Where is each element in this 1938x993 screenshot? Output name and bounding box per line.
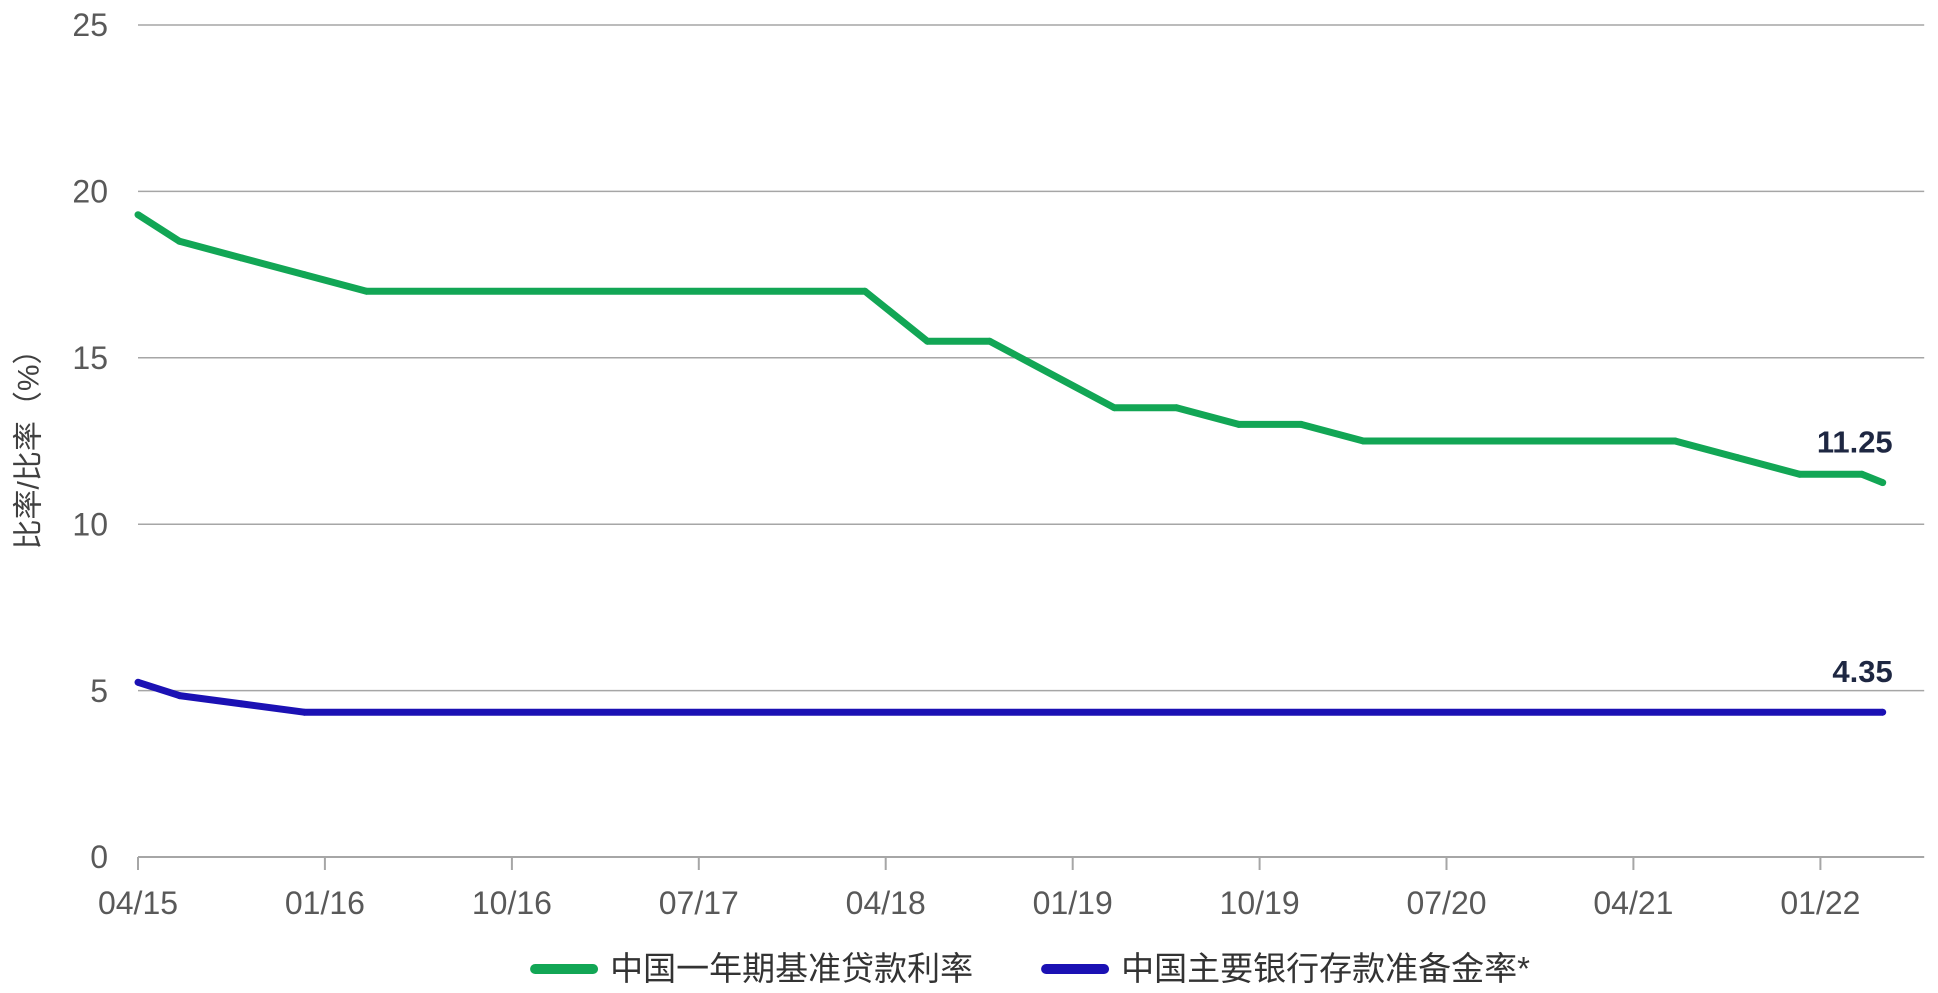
data-point: [238, 254, 246, 262]
data-point: [923, 337, 931, 345]
series-line-2: [136, 678, 1883, 716]
data-point: [861, 287, 869, 295]
x-tick-label: 01/16: [285, 885, 365, 921]
legend-swatch-1: [530, 964, 599, 974]
data-point: [1796, 470, 1804, 478]
data-point: [1173, 404, 1180, 412]
x-tick-label: 07/17: [659, 885, 739, 921]
data-point: [134, 211, 142, 219]
end-value-label: 4.35: [1832, 654, 1892, 689]
legend-item-2: 中国主要银行存款准备金率*: [1041, 951, 1530, 987]
y-tick-label: 10: [72, 506, 108, 542]
legend-item-1: 中国一年期基准贷款利率: [530, 951, 973, 987]
data-point: [1671, 437, 1679, 445]
y-axis-label: 比率/比率（%）: [13, 334, 46, 549]
x-tick-label: 10/19: [1220, 885, 1300, 921]
data-point: [134, 678, 142, 686]
legend-label-2: 中国主要银行存款准备金率*: [1121, 950, 1530, 987]
legend: 中国一年期基准贷款利率 中国主要银行存款准备金率*: [530, 951, 1530, 987]
x-tick-label: 04/21: [1593, 885, 1673, 921]
data-point: [1359, 437, 1367, 445]
data-point: [1879, 708, 1887, 716]
end-value-label: 11.25: [1817, 425, 1893, 460]
data-point: [176, 692, 183, 700]
series-line-1: [136, 211, 1884, 486]
data-point: [1297, 420, 1305, 428]
data-point: [1110, 404, 1118, 412]
legend-swatch-2: [1041, 964, 1110, 974]
data-point: [363, 287, 370, 295]
data-point: [1879, 479, 1887, 487]
data-point: [300, 708, 308, 716]
x-axis: 04/15 01/16 10/16 07/17 04/18 01/19 10/19 07/20…: [98, 857, 1860, 921]
data-point: [300, 271, 308, 279]
x-tick-label: 04/15: [98, 885, 178, 921]
x-tick-label: 07/20: [1406, 885, 1486, 921]
data-point: [1235, 420, 1243, 428]
data-point: [238, 700, 246, 708]
legend-label-1: 中国一年期基准贷款利率: [610, 950, 974, 987]
x-tick-label: 04/18: [846, 885, 926, 921]
data-point: [1733, 454, 1741, 462]
series-lines: [134, 211, 1887, 716]
x-tick-label: 10/16: [472, 885, 552, 921]
y-tick-label: 15: [72, 340, 108, 376]
x-tick-label: 01/22: [1780, 885, 1860, 921]
end-value-labels: 11.25 4.35: [1817, 425, 1893, 690]
x-tick-label: 01/19: [1033, 885, 1113, 921]
y-axis-ticks: 0 5 10 15 20 25: [72, 7, 108, 875]
data-point: [986, 337, 994, 345]
y-tick-label: 20: [72, 174, 108, 210]
y-tick-label: 5: [90, 673, 108, 709]
data-point: [1858, 470, 1866, 478]
y-tick-label: 0: [90, 839, 108, 875]
data-point: [176, 237, 183, 245]
gridlines: [138, 24, 1925, 858]
y-tick-label: 25: [72, 7, 108, 43]
